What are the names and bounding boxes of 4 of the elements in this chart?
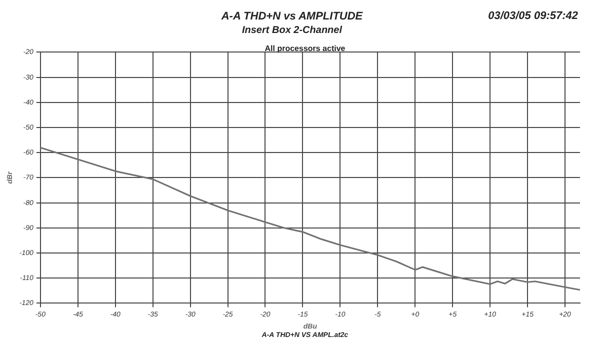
chart-title: A-A THD+N vs AMPLITUDE	[220, 10, 364, 23]
text: 03/03/05 09:57:42	[488, 10, 578, 22]
annotation: All processors active	[264, 44, 346, 53]
chart-subtitle: Insert Box 2-Channel	[242, 24, 342, 36]
